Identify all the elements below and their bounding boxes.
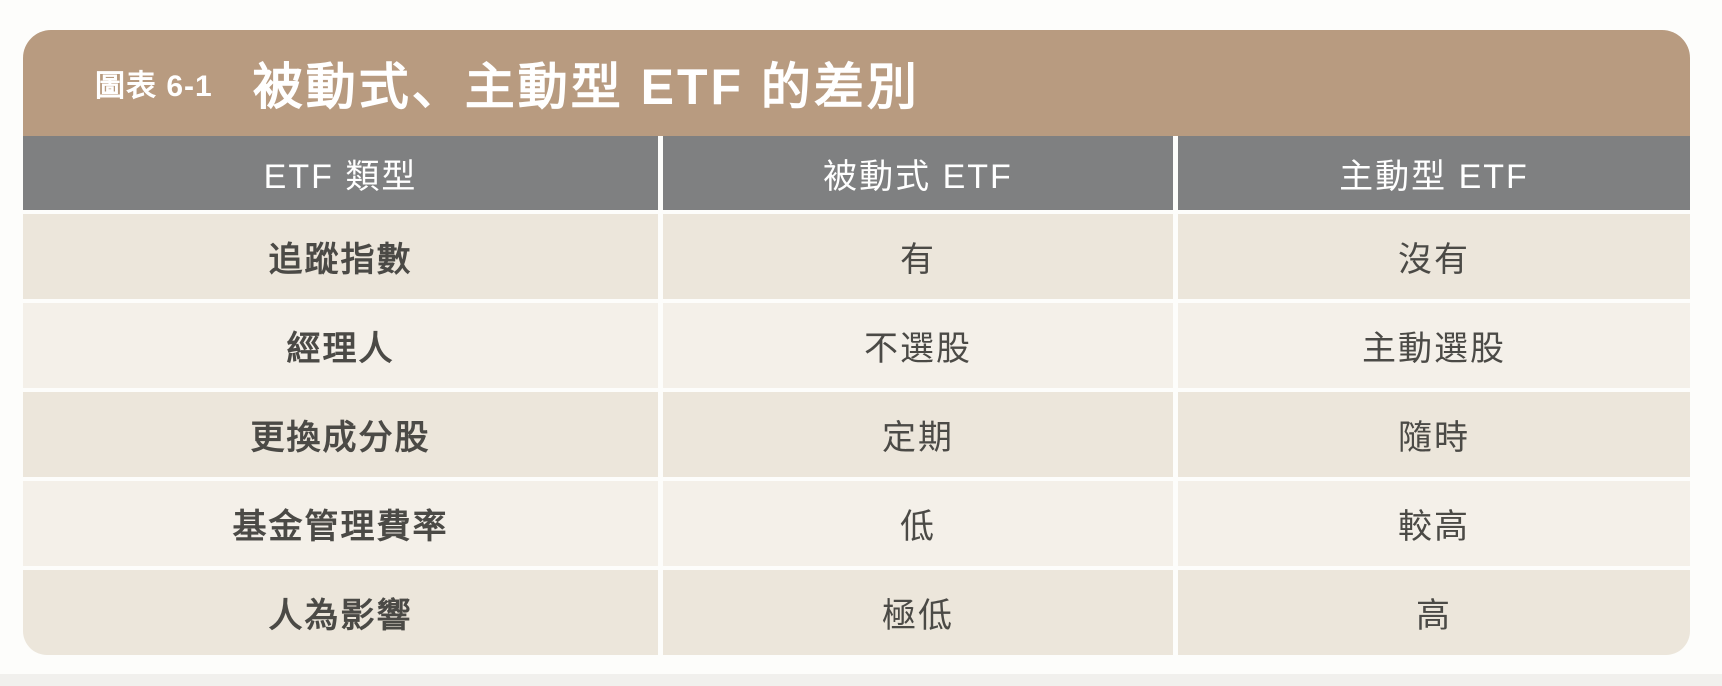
cell-active-manager: 主動選股 [1178, 303, 1690, 388]
figure-card: 圖表 6-1 被動式、主動型 ETF 的差別 ETF 類型 被動式 ETF 主動… [23, 30, 1690, 655]
cell-active-fee: 較高 [1178, 481, 1690, 566]
row-label-tracking-index: 追蹤指數 [23, 214, 658, 299]
page-bottom-edge [0, 674, 1722, 686]
cell-passive-tracking: 有 [663, 214, 1173, 299]
cell-passive-fee: 低 [663, 481, 1173, 566]
row-label-management-fee: 基金管理費率 [23, 481, 658, 566]
row-label-constituent-change: 更換成分股 [23, 392, 658, 477]
cell-passive-constituent: 定期 [663, 392, 1173, 477]
cell-active-human: 高 [1178, 570, 1690, 655]
figure-title-bar: 圖表 6-1 被動式、主動型 ETF 的差別 [23, 30, 1690, 136]
cell-active-tracking: 沒有 [1178, 214, 1690, 299]
column-header-passive-etf: 被動式 ETF [663, 136, 1173, 210]
row-label-human-influence: 人為影響 [23, 570, 658, 655]
figure-tag: 圖表 6-1 [95, 70, 213, 103]
cell-active-constituent: 隨時 [1178, 392, 1690, 477]
cell-passive-human: 極低 [663, 570, 1173, 655]
comparison-table: ETF 類型 被動式 ETF 主動型 ETF 追蹤指數 有 沒有 經理人 不選股… [23, 136, 1690, 655]
column-header-etf-type: ETF 類型 [23, 136, 658, 210]
column-header-active-etf: 主動型 ETF [1178, 136, 1690, 210]
cell-passive-manager: 不選股 [663, 303, 1173, 388]
figure-title: 被動式、主動型 ETF 的差別 [252, 59, 920, 115]
row-label-manager: 經理人 [23, 303, 658, 388]
